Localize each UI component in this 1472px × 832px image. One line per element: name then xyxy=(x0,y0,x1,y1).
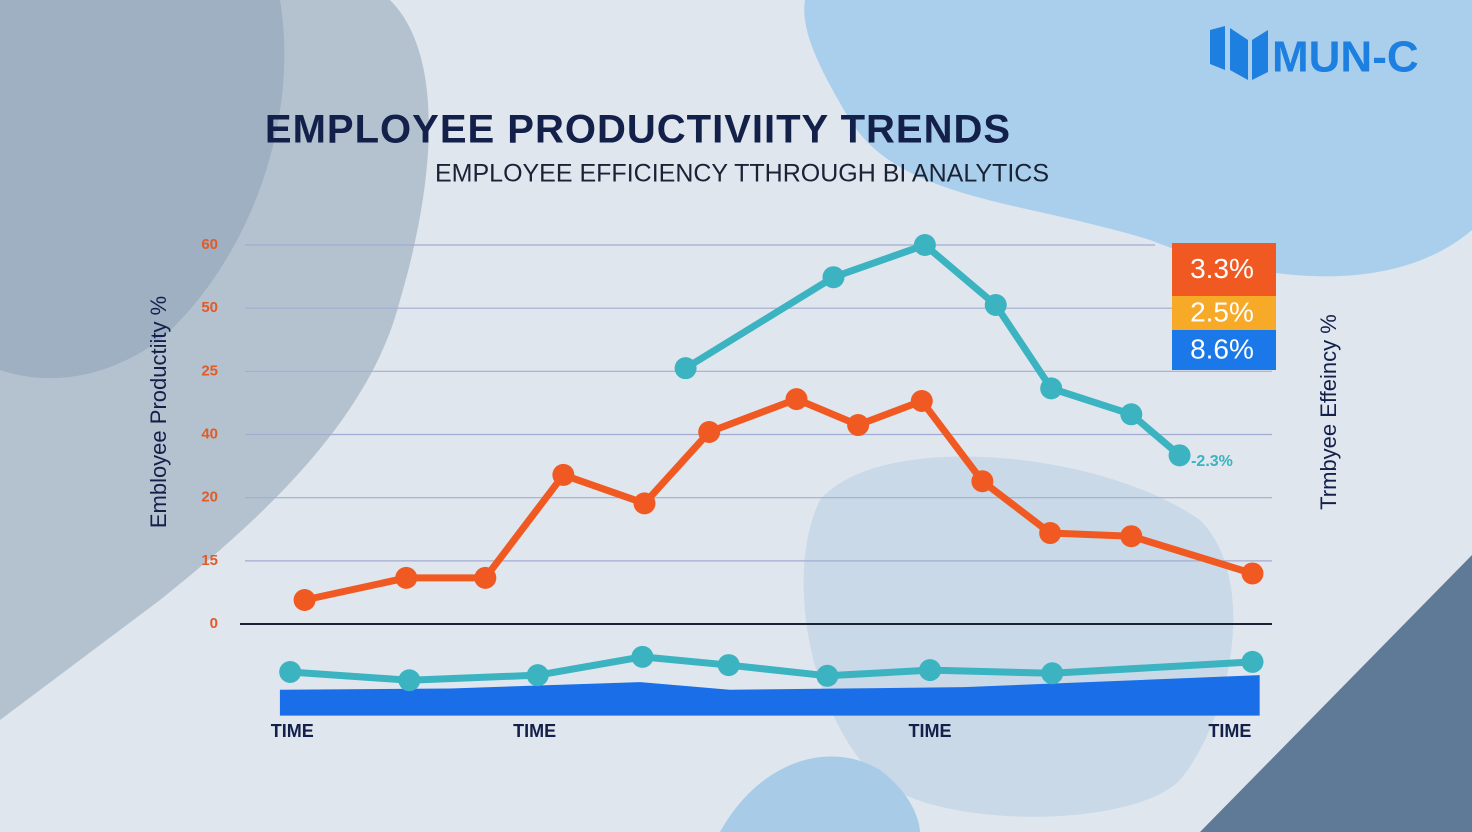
marker xyxy=(913,234,936,256)
marker xyxy=(552,463,575,486)
y2-axis-title: Trmbyee Effeincy % xyxy=(1316,314,1341,510)
marker xyxy=(816,664,839,687)
marker xyxy=(919,659,942,682)
annotation: -2.3% xyxy=(1191,453,1233,470)
marker xyxy=(279,661,302,684)
brand: MUN-C xyxy=(1272,33,1419,82)
marker xyxy=(1120,525,1143,548)
marker xyxy=(1241,650,1264,673)
marker xyxy=(1241,562,1264,585)
x-tick-label: TIME xyxy=(271,721,314,741)
marker xyxy=(474,566,497,589)
marker xyxy=(971,470,994,493)
x-tick-label: TIME xyxy=(909,721,952,741)
annotation: 2.5% xyxy=(1190,296,1254,327)
annotation-box xyxy=(1172,330,1276,370)
y-tick-label: 60 xyxy=(201,236,218,253)
marker xyxy=(785,388,808,411)
y-tick-label: 20 xyxy=(201,489,218,506)
y-tick-label: 50 xyxy=(201,299,218,316)
annotation-box xyxy=(1172,296,1276,330)
annotation-box xyxy=(1172,243,1276,296)
marker xyxy=(674,357,697,380)
y-tick-label: 0 xyxy=(210,615,218,632)
area xyxy=(279,675,1260,716)
blob xyxy=(803,456,1234,817)
chart-title: EMPLOYEE PRODUCTIVIITY TRENDS xyxy=(265,108,1011,152)
marker xyxy=(847,414,870,437)
marker xyxy=(526,664,549,687)
logo: MUN-C xyxy=(1210,26,1419,82)
marker xyxy=(910,390,933,413)
marker xyxy=(631,645,654,668)
y-tick-label: 25 xyxy=(201,362,218,379)
marker xyxy=(698,420,721,443)
y-tick-label: 40 xyxy=(201,425,218,442)
blob xyxy=(720,756,920,832)
blob xyxy=(1200,555,1472,832)
marker xyxy=(1168,444,1191,467)
x-tick-label: TIME xyxy=(513,721,556,741)
marker xyxy=(984,294,1007,317)
blob xyxy=(804,0,1472,277)
annotation: 3.3% xyxy=(1190,253,1254,284)
marker xyxy=(822,266,845,289)
y-axis-title: Embloyee Productiity % xyxy=(146,296,171,528)
chart-subtitle: EMPLOYEE EFFICIENCY TTHROUGH BI ANALYTIC… xyxy=(435,160,1049,188)
marker xyxy=(1040,377,1063,400)
marker xyxy=(398,669,421,692)
marker xyxy=(293,589,316,612)
marker xyxy=(717,654,740,677)
blob xyxy=(0,0,285,379)
marker xyxy=(633,492,656,515)
marker xyxy=(395,566,418,589)
y-tick-label: 15 xyxy=(201,552,218,569)
marker xyxy=(1039,522,1062,545)
marker xyxy=(1120,403,1143,426)
x-tick-label: TIME xyxy=(1208,721,1251,741)
annotation: 8.6% xyxy=(1190,333,1254,364)
marker xyxy=(1041,662,1064,685)
